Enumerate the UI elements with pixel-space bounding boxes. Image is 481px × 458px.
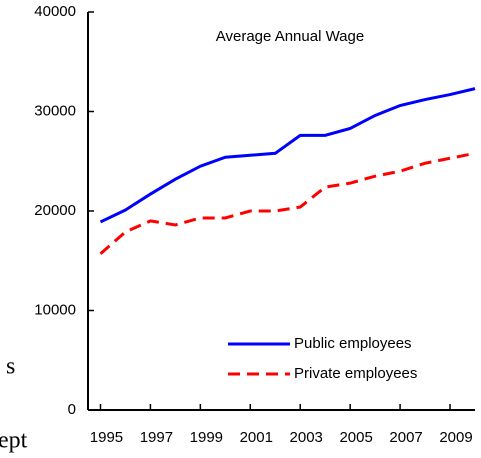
series-line <box>99 151 476 255</box>
legend-label: Public employees <box>294 335 412 352</box>
y-tick-label: 40000 <box>34 3 76 20</box>
y-tick-label: 20000 <box>34 202 76 219</box>
x-tick-label: 2001 <box>240 429 273 446</box>
x-tick-label: 1997 <box>140 429 173 446</box>
chart-title: Average Annual Wage <box>216 28 364 45</box>
x-tick-label: 2005 <box>339 429 372 446</box>
x-tick-label: 2003 <box>290 429 323 446</box>
legend-label: Private employees <box>294 365 417 382</box>
x-tick-label: 2007 <box>389 429 422 446</box>
series-line <box>99 87 476 224</box>
text-fragment: s <box>6 354 15 380</box>
text-fragment: ept <box>0 428 28 454</box>
x-tick-label: 1999 <box>190 429 223 446</box>
x-tick-label: 2009 <box>439 429 472 446</box>
y-tick-label: 10000 <box>34 301 76 318</box>
y-tick-label: 0 <box>68 401 76 418</box>
x-tick-label: 1995 <box>90 429 123 446</box>
y-tick-label: 30000 <box>34 102 76 119</box>
